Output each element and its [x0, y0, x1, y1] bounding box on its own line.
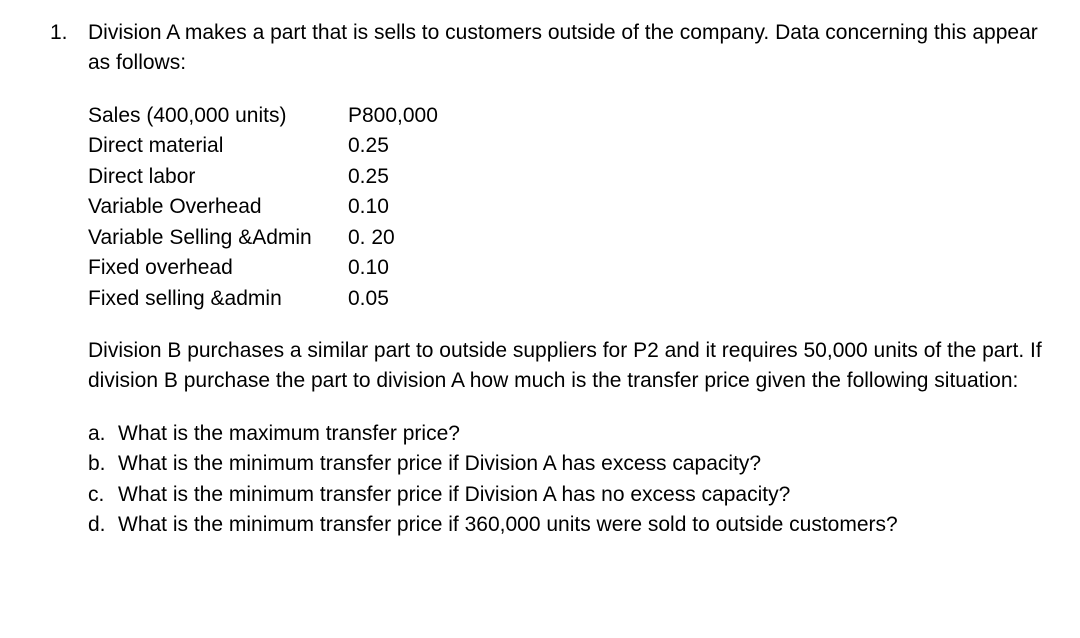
- table-row: Fixed overhead 0.10: [88, 253, 1050, 283]
- row-label: Variable Overhead: [88, 192, 348, 222]
- sub-marker: d.: [88, 510, 118, 540]
- row-value: 0.25: [348, 131, 1050, 161]
- row-value: 0.25: [348, 162, 1050, 192]
- sub-question: d. What is the minimum transfer price if…: [88, 510, 1050, 540]
- row-label: Sales (400,000 units): [88, 101, 348, 131]
- table-row: Direct labor 0.25: [88, 162, 1050, 192]
- row-label: Direct material: [88, 131, 348, 161]
- row-label: Direct labor: [88, 162, 348, 192]
- row-label: Fixed selling &admin: [88, 284, 348, 314]
- sub-question-list: a. What is the maximum transfer price? b…: [88, 419, 1050, 541]
- table-row: Sales (400,000 units) P800,000: [88, 101, 1050, 131]
- row-label: Fixed overhead: [88, 253, 348, 283]
- row-value: P800,000: [348, 101, 1050, 131]
- sub-marker: b.: [88, 449, 118, 479]
- table-row: Fixed selling &admin 0.05: [88, 284, 1050, 314]
- sub-text: What is the minimum transfer price if 36…: [118, 510, 898, 540]
- row-value: 0. 20: [348, 223, 1050, 253]
- sub-marker: c.: [88, 480, 118, 510]
- row-value: 0.10: [348, 253, 1050, 283]
- question-item: 1. Division A makes a part that is sells…: [50, 18, 1050, 541]
- row-value: 0.10: [348, 192, 1050, 222]
- row-value: 0.05: [348, 284, 1050, 314]
- table-row: Variable Overhead 0.10: [88, 192, 1050, 222]
- sub-marker: a.: [88, 419, 118, 449]
- middle-paragraph: Division B purchases a similar part to o…: [88, 336, 1050, 397]
- row-label: Variable Selling &Admin: [88, 223, 348, 253]
- sub-question: b. What is the minimum transfer price if…: [88, 449, 1050, 479]
- sub-question: c. What is the minimum transfer price if…: [88, 480, 1050, 510]
- sub-text: What is the maximum transfer price?: [118, 419, 460, 449]
- sub-question: a. What is the maximum transfer price?: [88, 419, 1050, 449]
- question-content: Division A makes a part that is sells to…: [88, 18, 1050, 541]
- table-row: Direct material 0.25: [88, 131, 1050, 161]
- table-row: Variable Selling &Admin 0. 20: [88, 223, 1050, 253]
- sub-text: What is the minimum transfer price if Di…: [118, 480, 790, 510]
- question-number: 1.: [50, 18, 88, 48]
- data-table: Sales (400,000 units) P800,000 Direct ma…: [88, 101, 1050, 314]
- intro-paragraph: Division A makes a part that is sells to…: [88, 18, 1050, 79]
- sub-text: What is the minimum transfer price if Di…: [118, 449, 761, 479]
